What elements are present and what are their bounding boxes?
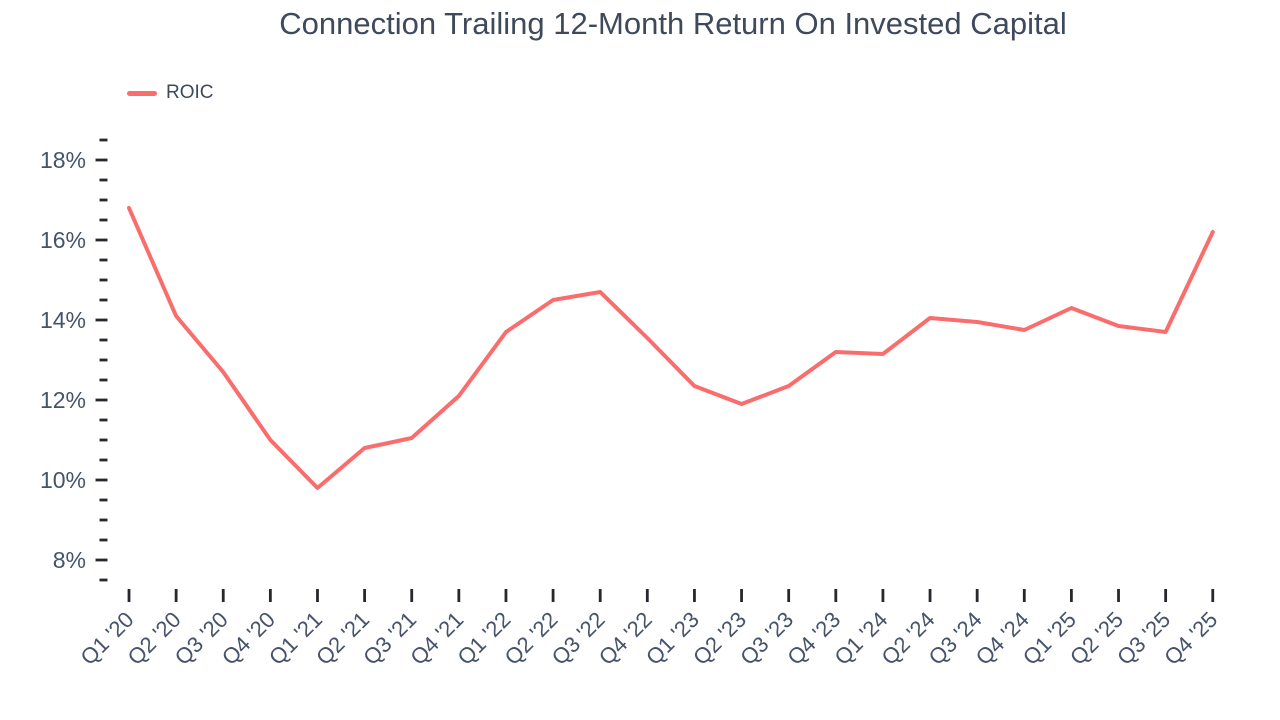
x-axis-label: Q4 '21: [405, 607, 468, 670]
x-axis-label: Q3 '21: [358, 607, 421, 670]
x-axis-label: Q2 '21: [311, 607, 374, 670]
x-axis-label: Q4 '24: [971, 607, 1034, 670]
y-axis-label: 16%: [40, 227, 86, 253]
y-axis-label: 18%: [40, 147, 86, 173]
y-axis-label: 12%: [40, 387, 86, 413]
x-axis-label: Q1 '24: [829, 607, 892, 670]
x-axis-label: Q3 '23: [735, 607, 798, 670]
legend-item-roic[interactable]: ROIC: [127, 82, 214, 104]
x-axis-label: Q2 '24: [877, 607, 940, 670]
x-axis-label: Q2 '20: [123, 607, 186, 670]
x-axis-label: Q3 '25: [1112, 607, 1175, 670]
legend-label: ROIC: [166, 82, 214, 103]
y-axis-label: 14%: [40, 307, 86, 333]
x-axis-label: Q2 '25: [1065, 607, 1128, 670]
x-axis-label: Q4 '25: [1159, 607, 1222, 670]
x-axis-label: Q4 '20: [217, 607, 280, 670]
x-axis-label: Q4 '22: [594, 607, 657, 670]
legend-line-swatch: [127, 90, 157, 96]
x-axis-label: Q3 '22: [547, 607, 610, 670]
x-axis-label: Q1 '22: [452, 607, 515, 670]
y-axis-label: 10%: [40, 467, 86, 493]
x-axis-label: Q1 '21: [264, 607, 327, 670]
y-axis-label: 8%: [53, 547, 86, 573]
x-axis-label: Q1 '20: [76, 607, 139, 670]
x-axis-label: Q2 '22: [500, 607, 563, 670]
x-axis-label: Q4 '23: [782, 607, 845, 670]
roic-line-series: [127, 206, 1215, 490]
x-axis-label: Q1 '25: [1018, 607, 1081, 670]
x-axis-label: Q3 '24: [924, 607, 987, 670]
x-axis-label: Q1 '23: [641, 607, 704, 670]
chart-title: Connection Trailing 12-Month Return On I…: [279, 6, 1067, 41]
x-axis-label: Q3 '20: [170, 607, 233, 670]
x-axis-label: Q2 '23: [688, 607, 751, 670]
